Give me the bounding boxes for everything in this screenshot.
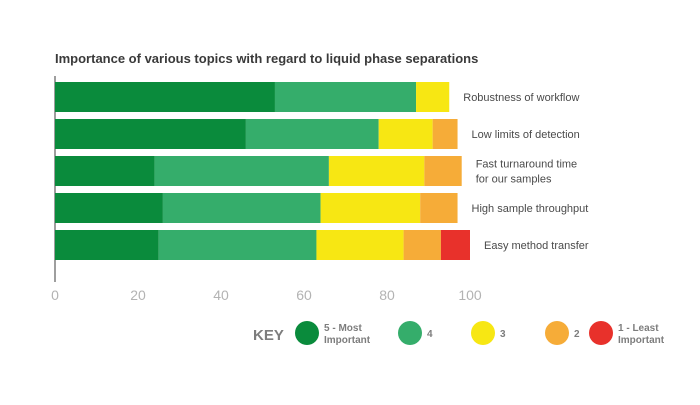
- bars-group: [55, 82, 470, 260]
- bar-segment-4-3: [403, 230, 441, 260]
- bar-segment-0-2: [416, 82, 450, 112]
- bar-segment-4-0: [55, 230, 159, 260]
- bar-segment-3-0: [55, 193, 163, 223]
- bar-segment-3-2: [320, 193, 421, 223]
- category-label: Robustness of workflow: [463, 92, 579, 104]
- bar-segment-1-0: [55, 119, 246, 149]
- bar-segment-0-1: [274, 82, 417, 112]
- x-axis-ticks-group: 0 20 40 60 80 100: [51, 287, 482, 303]
- category-label: Fast turnaround time: [476, 159, 578, 171]
- category-label: Low limits of detection: [472, 129, 580, 141]
- bar-segment-2-2: [328, 156, 425, 186]
- bar-segment-4-2: [316, 230, 404, 260]
- legend-swatch-0: [295, 321, 319, 345]
- legend-label-2: 3: [500, 329, 506, 340]
- bar-segment-4-4: [440, 230, 470, 260]
- legend-label-4: 1 - Least: [618, 323, 659, 334]
- bar-segment-2-0: [55, 156, 155, 186]
- legend-title: KEY: [253, 327, 284, 344]
- category-label: for our samples: [476, 174, 552, 186]
- legend-label-1: 4: [427, 329, 433, 340]
- bar-segment-4-1: [158, 230, 317, 260]
- x-tick-label: 80: [379, 287, 395, 303]
- x-tick-label: 100: [458, 287, 482, 303]
- bar-segment-0-0: [55, 82, 275, 112]
- legend-swatch-3: [545, 321, 569, 345]
- legend-label-4: Important: [618, 335, 665, 346]
- category-label: High sample throughput: [472, 203, 589, 215]
- x-tick-label: 60: [296, 287, 312, 303]
- bar-segment-3-1: [162, 193, 321, 223]
- bar-segment-2-1: [154, 156, 329, 186]
- x-tick-label: 0: [51, 287, 59, 303]
- category-labels-group: Robustness of workflow Low limits of dete…: [463, 92, 589, 252]
- bar-segment-1-2: [378, 119, 433, 149]
- bar-segment-2-3: [424, 156, 462, 186]
- category-label: Easy method transfer: [484, 240, 589, 252]
- legend-label-0: Important: [324, 335, 371, 346]
- legend-label-0: 5 - Most: [324, 323, 362, 334]
- legend-swatch-2: [471, 321, 495, 345]
- x-tick-label: 40: [213, 287, 229, 303]
- legend-swatch-1: [398, 321, 422, 345]
- legend-label-3: 2: [574, 329, 580, 340]
- chart-title: Importance of various topics with regard…: [55, 51, 478, 66]
- legend-swatch-4: [589, 321, 613, 345]
- bar-segment-1-3: [432, 119, 458, 149]
- bar-segment-1-1: [245, 119, 379, 149]
- x-tick-label: 20: [130, 287, 146, 303]
- bar-segment-3-3: [420, 193, 458, 223]
